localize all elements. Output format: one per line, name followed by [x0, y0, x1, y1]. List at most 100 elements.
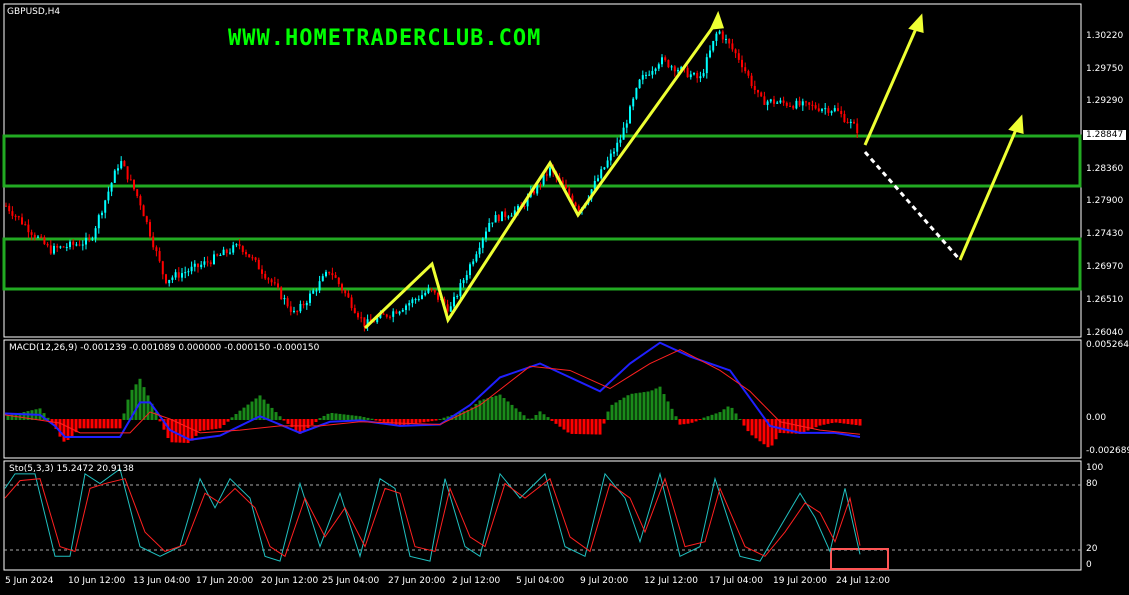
candle-body [657, 64, 660, 69]
stoch-axis-label: 80 [1086, 479, 1098, 489]
stoch-label: Sto(5,3,3) 15.2472 20.9138 [9, 464, 134, 474]
candle-body [568, 188, 571, 196]
candle-body [510, 215, 513, 217]
macd-histogram-bar [594, 419, 598, 435]
candle-body [830, 111, 833, 113]
macd-histogram-bar [814, 419, 818, 428]
macd-histogram-bar [578, 419, 582, 435]
macd-histogram-bar [782, 419, 786, 434]
macd-histogram-bar [378, 419, 382, 422]
candle-body [833, 108, 836, 112]
candle-body [437, 292, 439, 300]
date-axis-label: 10 Jun 12:00 [68, 576, 126, 586]
macd-histogram-bar [318, 418, 322, 420]
price-axis-label: 1.26510 [1086, 295, 1124, 305]
price-axis-label: 1.27900 [1086, 196, 1124, 206]
macd-histogram-bar [386, 419, 390, 424]
macd-histogram-bar [834, 419, 838, 423]
candle-body [465, 275, 468, 281]
candle-body [229, 252, 231, 254]
candle-body [472, 261, 475, 265]
candle-body [517, 205, 519, 211]
macd-histogram-bar [162, 419, 166, 430]
candle-body [616, 142, 619, 152]
macd-histogram-bar [530, 418, 534, 420]
candle-body [769, 99, 772, 102]
stoch-d-line [4, 477, 861, 558]
macd-histogram-bar [826, 419, 830, 424]
candle-body [193, 263, 196, 267]
candle-body [40, 236, 43, 238]
macd-histogram-bar [638, 392, 642, 420]
macd-histogram-bar [194, 419, 198, 436]
macd-histogram-bar [230, 417, 234, 420]
candle-body [261, 269, 263, 274]
macd-histogram-bar [266, 403, 270, 420]
candle-body [856, 123, 859, 134]
candle-body [293, 310, 295, 312]
macd-histogram-bar [314, 419, 318, 423]
macd-histogram-bar [738, 419, 742, 420]
macd-main-line [4, 341, 861, 441]
candle-body [8, 205, 11, 212]
date-axis-label: 17 Jun 20:00 [196, 576, 254, 586]
macd-histogram-bar [330, 412, 334, 420]
candle-body [65, 247, 68, 249]
macd-histogram-bar [642, 392, 646, 420]
macd-histogram-bar [370, 418, 374, 420]
macd-histogram-bar [846, 419, 850, 425]
macd-histogram-bar [290, 419, 294, 428]
candle-body [427, 288, 430, 293]
candle-body [760, 92, 763, 97]
macd-histogram-bar [94, 419, 98, 429]
candle-body [533, 190, 535, 194]
candle-body [241, 246, 244, 252]
macd-histogram-bar [618, 400, 622, 420]
candle-body [606, 160, 609, 168]
macd-histogram-bar [766, 419, 770, 448]
candle-body [849, 121, 852, 123]
macd-histogram-bar [294, 419, 298, 431]
candle-body [792, 106, 795, 109]
candle-body [369, 319, 372, 322]
candle-body [14, 215, 17, 217]
candle-body [101, 212, 103, 216]
candle-body [273, 282, 276, 284]
macd-histogram-bar [726, 406, 730, 420]
candle-body [24, 224, 27, 226]
macd-histogram-bar [566, 419, 570, 433]
macd-histogram-bar [122, 413, 126, 420]
candle-body [456, 296, 459, 298]
candle-body [309, 293, 311, 303]
candle-body [318, 281, 321, 291]
candle-body [133, 179, 135, 190]
candle-body [69, 241, 71, 248]
macd-histogram-bar [534, 414, 538, 420]
macd-histogram-bar [750, 419, 754, 436]
candle-body [638, 79, 641, 89]
macd-histogram-bar [402, 419, 406, 425]
macd-histogram-bar [26, 411, 30, 420]
candle-body [206, 261, 209, 263]
candle-body [513, 210, 516, 216]
candle-body [245, 251, 247, 255]
candle-body [635, 88, 638, 99]
stoch-axis-label: 100 [1086, 463, 1104, 473]
macd-histogram-bar [262, 399, 266, 420]
candle-body [341, 284, 343, 291]
macd-histogram-bar [118, 419, 122, 429]
candle-body [507, 216, 510, 218]
candle-body [299, 303, 302, 312]
candle-body [565, 185, 567, 189]
candle-body [433, 289, 436, 293]
macd-histogram-bar [522, 415, 526, 420]
macd-histogram-bar [610, 404, 614, 420]
candle-body [680, 67, 683, 70]
candle-body [235, 244, 238, 246]
candle-body [475, 254, 478, 262]
candle-body [577, 206, 580, 211]
macd-histogram-bar [138, 378, 142, 420]
candle-body [645, 74, 647, 76]
resistance-zone [2, 134, 1082, 188]
